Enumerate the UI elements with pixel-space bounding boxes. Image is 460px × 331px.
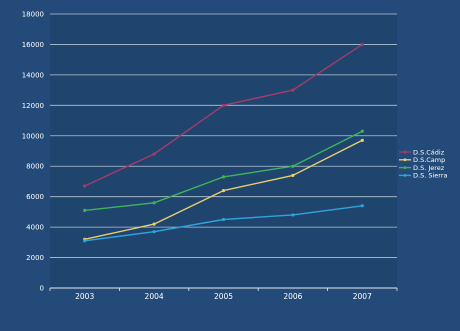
data-point (360, 138, 364, 142)
legend-label: D.S.Camp (413, 156, 445, 164)
legend-marker (403, 166, 407, 170)
data-point (83, 239, 87, 243)
x-tick-label: 2006 (283, 292, 302, 301)
data-point (221, 217, 226, 222)
y-tick-label: 18000 (22, 11, 44, 19)
legend-marker (403, 158, 407, 162)
data-point (291, 164, 295, 168)
data-point (221, 103, 226, 107)
series-2 (83, 129, 364, 212)
legend-item: D.S. Sierra (399, 172, 447, 180)
data-point (152, 201, 156, 205)
data-point (152, 152, 156, 156)
series-3 (83, 204, 364, 243)
data-point (83, 184, 87, 188)
data-point (360, 42, 364, 47)
y-tick-label: 4000 (26, 224, 44, 232)
data-point (291, 88, 295, 92)
y-tick-label: 14000 (22, 71, 44, 79)
series-0 (83, 42, 364, 188)
data-point (83, 208, 87, 212)
legend-label: D.S. Jerez (413, 164, 445, 172)
y-tick-label: 12000 (22, 102, 44, 110)
data-point (360, 129, 364, 133)
x-tick-label: 2007 (353, 292, 372, 301)
x-axis-tick-labels: 2003 2004 2005 2006 2007 (49, 288, 398, 301)
legend-marker (403, 174, 407, 177)
y-tick-label: 0 (40, 285, 44, 293)
legend-item: D.S.Cádiz (399, 148, 445, 156)
data-point (152, 222, 156, 226)
y-tick-label: 2000 (26, 254, 44, 262)
data-point (221, 175, 226, 179)
y-tick-label: 10000 (22, 132, 44, 140)
legend-item: D.S. Jerez (399, 164, 445, 172)
y-tick-label: 16000 (22, 41, 44, 49)
y-tick-label: 6000 (26, 193, 44, 201)
series-lines (83, 42, 364, 243)
legend-label: D.S. Sierra (413, 172, 447, 180)
x-tick-label: 2004 (145, 292, 164, 301)
legend-marker (403, 150, 407, 154)
x-tick-label: 2005 (214, 292, 233, 301)
data-point (291, 213, 295, 217)
y-axis-tick-labels: 0 2000 4000 6000 8000 10000 12000 14000 16000 180… (22, 11, 44, 293)
data-point (221, 188, 226, 193)
x-tick-label: 2003 (75, 292, 94, 301)
y-tick-label: 8000 (26, 163, 44, 171)
data-point (152, 230, 156, 234)
data-point (291, 173, 295, 177)
legend-label: D.S.Cádiz (413, 148, 445, 156)
legend-item: D.S.Camp (399, 156, 445, 164)
data-point (360, 204, 364, 208)
